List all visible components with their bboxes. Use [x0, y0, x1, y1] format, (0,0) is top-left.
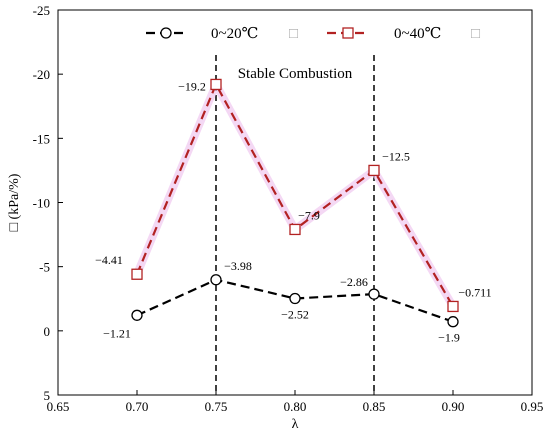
y-tick-label: 5 [44, 388, 51, 403]
data-point-square [368, 164, 380, 177]
legend-marker-1 [342, 27, 354, 39]
data-label: −2.86 [340, 275, 368, 289]
x-tick-label: 0.90 [442, 399, 465, 414]
y-axis-label: □ (kPa/%) [7, 173, 22, 231]
legend-label-0: 0~20℃ [211, 26, 258, 42]
data-point-square [447, 300, 459, 313]
x-tick-label: 0.95 [521, 399, 544, 414]
x-tick-label: 0.75 [205, 399, 228, 414]
y-tick-label: 0 [44, 324, 51, 339]
x-tick-label: 0.65 [47, 399, 70, 414]
x-tick-label: 0.80 [284, 399, 307, 414]
data-label: −19.2 [178, 79, 206, 93]
y-tick-label: -15 [33, 131, 50, 146]
data-label: −4.41 [95, 253, 123, 267]
axes: 0.65 0.70 0.75 0.80 0.85 0.90 0.95 5 0 -5 -10 -15 -2… [33, 3, 544, 414]
legend-trailing-0: □ [289, 26, 298, 42]
data-point-circle [131, 309, 143, 321]
data-point-circle [289, 292, 301, 305]
y-tick-label: -5 [39, 260, 50, 275]
data-label: −12.5 [382, 149, 410, 163]
y-tick-label: -20 [33, 67, 50, 82]
legend-label-1: 0~40℃ [394, 26, 441, 42]
y-tick-label: -10 [33, 196, 50, 211]
data-label: −7.9 [298, 208, 320, 222]
legend: 0~20℃ □ 0~40℃ □ [146, 26, 480, 42]
data-label: −3.98 [224, 259, 252, 273]
data-label: −0.711 [458, 285, 491, 299]
y-tick-label: -25 [33, 3, 50, 18]
data-label: −1.9 [438, 331, 460, 345]
x-axis-label: λ [292, 417, 299, 432]
data-labels: −1.21 −3.98 −2.52 −2.86 −1.9 −4.41 −19.2 −7.9 −1… [95, 79, 492, 344]
legend-marker-0 [160, 27, 172, 39]
data-point-square [289, 223, 301, 236]
series-glow [133, 80, 457, 309]
series-line-1 [135, 81, 454, 307]
data-point-square [131, 268, 143, 280]
stable-combustion-annotation: Stable Combustion [238, 66, 353, 82]
series-layer [131, 78, 459, 328]
reference-lines [215, 55, 375, 395]
legend-trailing-1: □ [471, 26, 480, 42]
data-point-circle [447, 316, 459, 328]
data-point-circle [368, 288, 380, 300]
x-tick-label: 0.85 [363, 399, 386, 414]
data-label: −1.21 [103, 326, 131, 340]
x-tick-label: 0.70 [126, 399, 149, 414]
data-point-circle [210, 274, 222, 286]
data-point-square [210, 78, 222, 91]
series-line-0 [136, 278, 454, 323]
data-label: −2.52 [281, 307, 309, 321]
